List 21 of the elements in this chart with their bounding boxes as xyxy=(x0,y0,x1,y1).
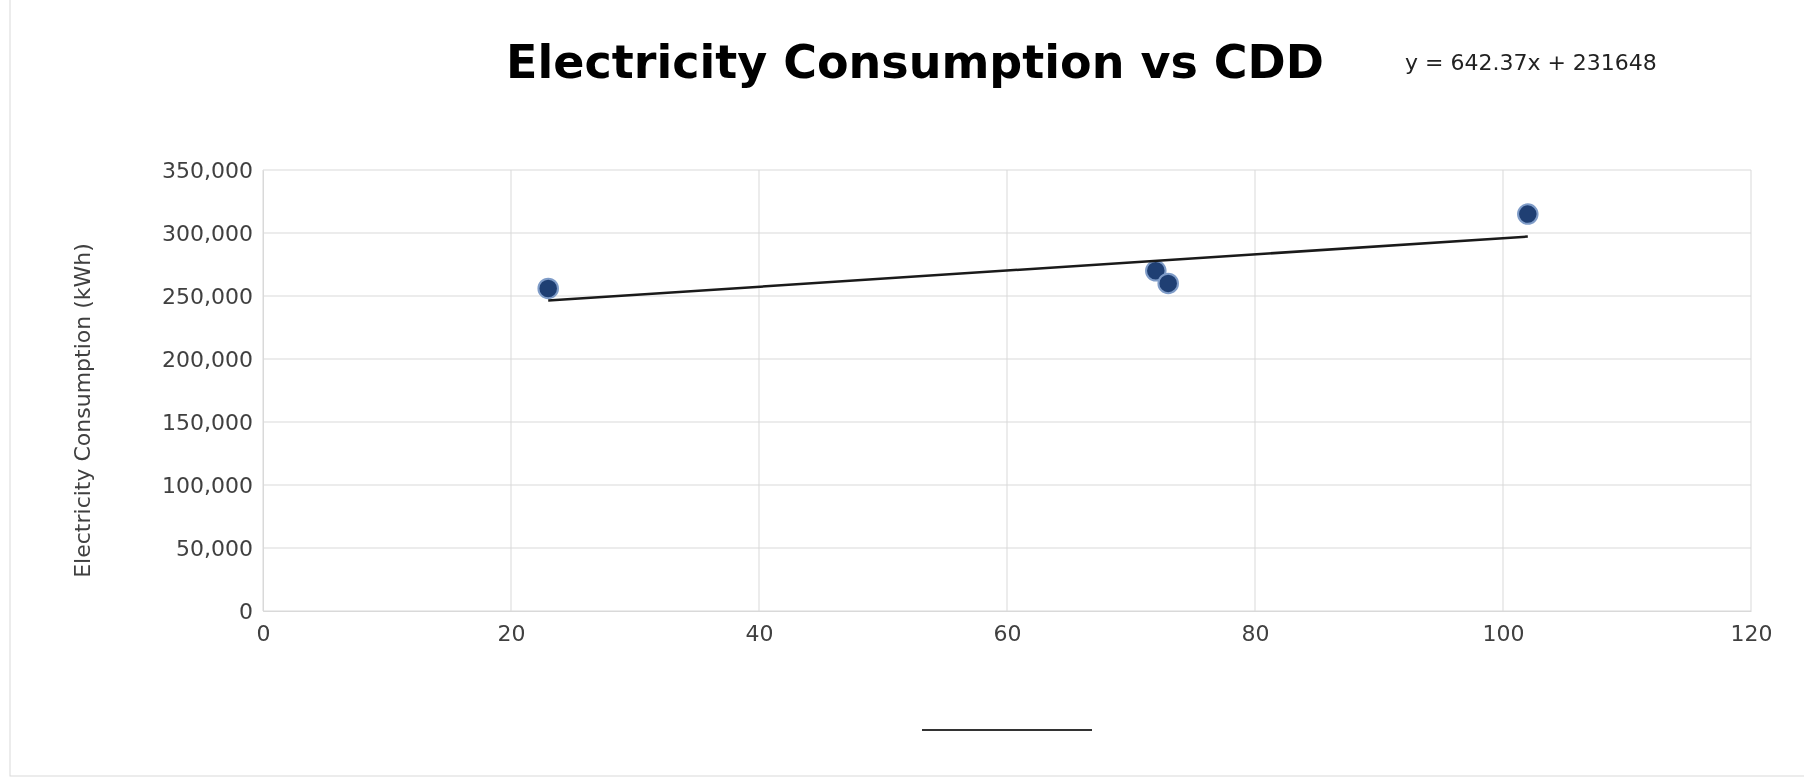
y-tick-label: 300,000 xyxy=(162,220,253,246)
y-tick-label: 150,000 xyxy=(162,409,253,435)
y-tick-label: 0 xyxy=(239,598,253,624)
x-tick-label: 120 xyxy=(1730,620,1773,646)
point xyxy=(1157,272,1179,295)
point xyxy=(537,277,559,300)
chart-title: Electricity Consumption vs CDD xyxy=(506,35,1324,89)
x-tick-label: 0 xyxy=(256,620,271,646)
y-axis-title: Electricity Consumption (kWh) xyxy=(70,243,95,578)
text: y = 642.37x + 231648 xyxy=(1405,50,1657,75)
y-tick-label: 250,000 xyxy=(162,283,253,309)
x-tick-label: 80 xyxy=(1241,620,1270,646)
point xyxy=(1517,203,1539,225)
y-tick-label: 200,000 xyxy=(162,346,253,372)
x-tick-label: 40 xyxy=(745,620,774,646)
y-tick-label: 350,000 xyxy=(162,157,253,183)
x-tick-label: 100 xyxy=(1482,620,1525,646)
y-tick-label: 50,000 xyxy=(176,535,253,561)
x-tick-label: 20 xyxy=(497,620,526,646)
x-tick-label: 60 xyxy=(993,620,1022,646)
y-tick-label: 100,000 xyxy=(162,472,253,498)
